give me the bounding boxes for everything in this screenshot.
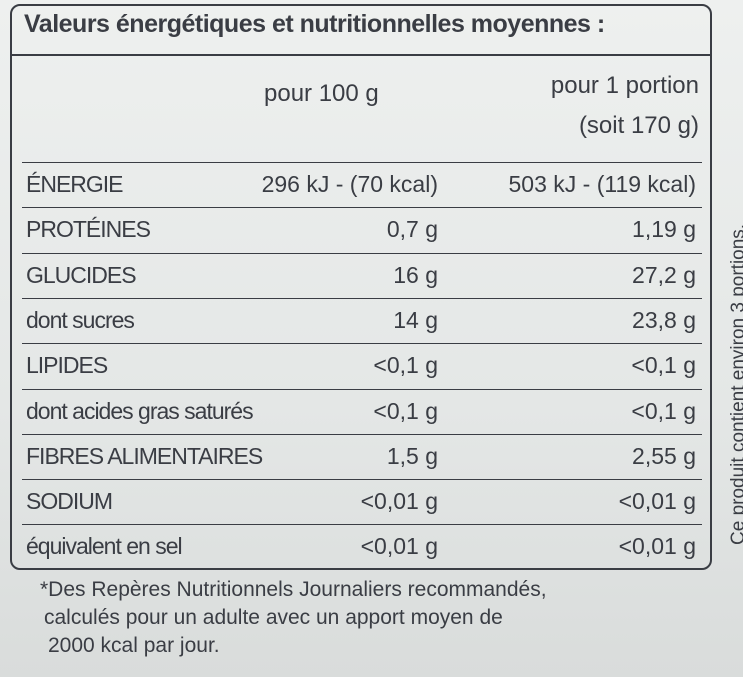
table-row: GLUCIDES 16 g 27,2 g — [22, 252, 702, 297]
column-note: (soit 170 g) — [578, 112, 699, 139]
table-row: LIPIDES <0,1 g <0,1 g — [22, 343, 702, 387]
cell-value: <0,01 g — [618, 533, 696, 560]
table-row: dont sucres 14 g 23,8 g — [22, 297, 702, 342]
footnote-line: calculés pour un adulte avec un apport m… — [44, 606, 503, 629]
cell-value: 0,7 g — [386, 216, 438, 243]
column-header: pour 1 portion — [550, 72, 699, 99]
cell-label: dont acides gras saturés — [26, 397, 254, 424]
cell-value: 16 g — [393, 261, 438, 288]
cell-value: <0,1 g — [631, 352, 696, 379]
cell-value: 14 g — [393, 306, 438, 333]
table-row: PROTÉINES 0,7 g 1,19 g — [22, 207, 702, 251]
table-row: dont acides gras saturés <0,1 g <0,1 g — [22, 388, 702, 433]
cell-value: <0,01 g — [360, 488, 438, 515]
cell-value: 27,2 g — [632, 261, 696, 288]
cell-label: PROTÉINES — [26, 216, 151, 243]
cell-value: 1,19 g — [632, 216, 696, 243]
cell-value: 503 kJ - (119 kcal) — [508, 171, 696, 197]
cell-value: <0,1 g — [373, 397, 438, 424]
cell-value: 2,55 g — [632, 442, 696, 469]
table-border — [10, 4, 712, 570]
table-row: FIBRES ALIMENTAIRES 1,5 g 2,55 g — [22, 433, 702, 478]
footnote-line: *Des Repères Nutritionnels Journaliers r… — [40, 578, 547, 601]
cell-value: 296 kJ - (70 kcal) — [261, 171, 438, 197]
column-header: pour 100 g — [264, 80, 379, 107]
cell-value: 1,5 g — [386, 442, 438, 469]
cell-value: <0,1 g — [631, 397, 696, 424]
divider — [10, 54, 712, 56]
cell-label: ÉNERGIE — [26, 171, 124, 197]
cell-value: <0,1 g — [373, 352, 438, 379]
cell-value: 23,8 g — [632, 306, 696, 333]
cell-label: GLUCIDES — [26, 261, 137, 288]
title: Valeurs énergétiques et nutritionnelles … — [24, 10, 605, 38]
side-note: Ce produit contient environ 3 portions. — [728, 223, 743, 545]
table-row: équivalent en sel <0,01 g <0,01 g — [22, 524, 702, 568]
cell-label: SODIUM — [26, 488, 113, 515]
cell-value: <0,01 g — [618, 488, 696, 515]
cell-value: <0,01 g — [360, 533, 438, 560]
footnote-line: 2000 kcal par jour. — [48, 634, 220, 657]
cell-label: LIPIDES — [26, 352, 108, 379]
cell-label: dont sucres — [26, 306, 135, 333]
table-row: SODIUM <0,01 g <0,01 g — [22, 479, 702, 523]
table-row: ÉNERGIE 296 kJ - (70 kcal) 503 kJ - (119 k… — [22, 162, 702, 206]
cell-label: FIBRES ALIMENTAIRES — [26, 442, 263, 469]
cell-label: équivalent en sel — [26, 533, 183, 560]
